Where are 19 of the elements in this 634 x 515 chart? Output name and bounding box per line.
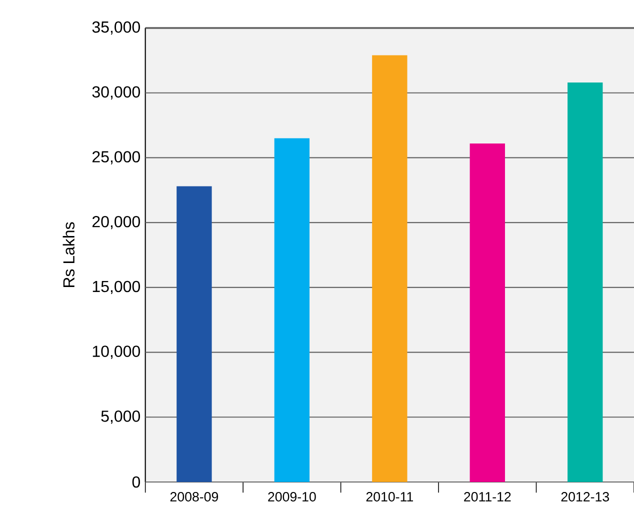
x-tick-label: 2012-13 <box>561 492 610 502</box>
y-tick-label: 25,000 <box>92 151 140 164</box>
bar <box>568 82 603 482</box>
bar <box>470 143 505 482</box>
y-axis-title: Rs Lakhs <box>62 222 75 288</box>
y-tick-label: 35,000 <box>92 21 140 35</box>
y-tick-label: 15,000 <box>92 280 140 294</box>
bar <box>274 138 310 482</box>
y-tick-label: 0 <box>132 476 140 488</box>
x-tick-label: 2011-12 <box>464 492 511 502</box>
bar <box>176 186 212 482</box>
y-tick-label: 20,000 <box>92 216 140 230</box>
x-tick-label: 2009-10 <box>268 492 316 502</box>
y-tick-label: 10,000 <box>92 346 140 359</box>
y-tick-label: 5,000 <box>101 410 140 424</box>
x-tick-label: 2008-09 <box>170 492 218 502</box>
bar <box>372 55 408 482</box>
y-tick-label: 30,000 <box>92 86 140 100</box>
x-tick-label: 2010-11 <box>366 492 413 502</box>
